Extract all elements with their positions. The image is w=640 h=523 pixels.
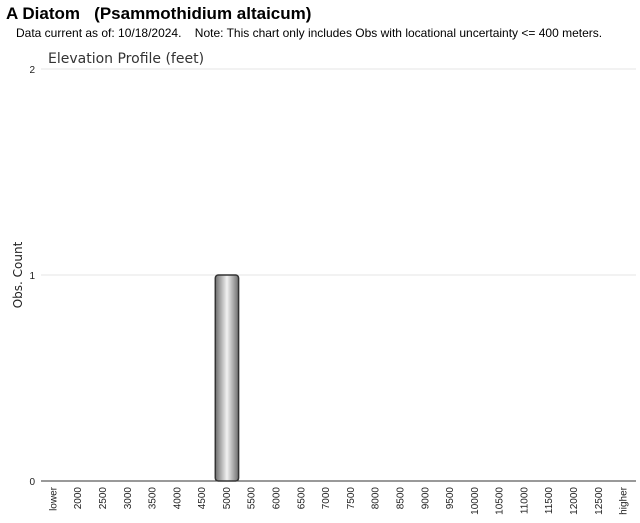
x-tick-label: 12500: [594, 487, 605, 515]
x-tick-label: 5500: [247, 487, 258, 510]
x-tick-label: 9000: [420, 487, 431, 510]
x-tick-label: 8500: [395, 487, 406, 510]
chart-title: Elevation Profile (feet): [48, 51, 204, 67]
x-tick-label: 2000: [73, 487, 84, 510]
bars: [214, 274, 240, 482]
x-tick-label: 3500: [148, 487, 159, 510]
gridlines: [41, 68, 636, 276]
x-tick-label: 10000: [470, 487, 481, 515]
x-tick-label: 2500: [98, 487, 109, 510]
x-tick-label: 4000: [172, 487, 183, 510]
x-tick-label: 11500: [544, 487, 555, 515]
y-tick-label: 2: [29, 65, 35, 76]
y-tick-labels: 0 1 2: [29, 65, 35, 488]
x-tick-label: 11000: [519, 487, 530, 515]
x-tick-label: 6000: [272, 487, 283, 510]
x-tick-label: 6500: [296, 487, 307, 510]
x-tick-label: 9500: [445, 487, 456, 510]
x-tick-label: higher: [619, 486, 630, 514]
x-tick-labels: lower 2000 2500 3000 3500 4000 4500 5000 5500 600…: [48, 486, 629, 514]
page-title: A Diatom (Psammothidium altaicum): [6, 4, 312, 23]
x-tick-label: 7500: [346, 487, 357, 510]
x-tick-label: lower: [48, 486, 59, 511]
y-axis-label: Obs. Count: [11, 241, 25, 308]
x-tick-label: 8000: [371, 487, 382, 510]
x-tick-label: 3000: [123, 487, 134, 510]
x-tick-label: 12000: [569, 487, 580, 515]
y-tick-label: 0: [29, 477, 35, 488]
x-tick-label: 10500: [495, 487, 506, 515]
bar-5000: [214, 274, 240, 482]
y-tick-label: 1: [29, 271, 35, 282]
data-note: Data current as of: 10/18/2024. Note: Th…: [16, 26, 603, 40]
x-tick-label: 4500: [197, 487, 208, 510]
x-tick-label: 7000: [321, 487, 332, 510]
x-tick-label: 5000: [222, 487, 233, 510]
